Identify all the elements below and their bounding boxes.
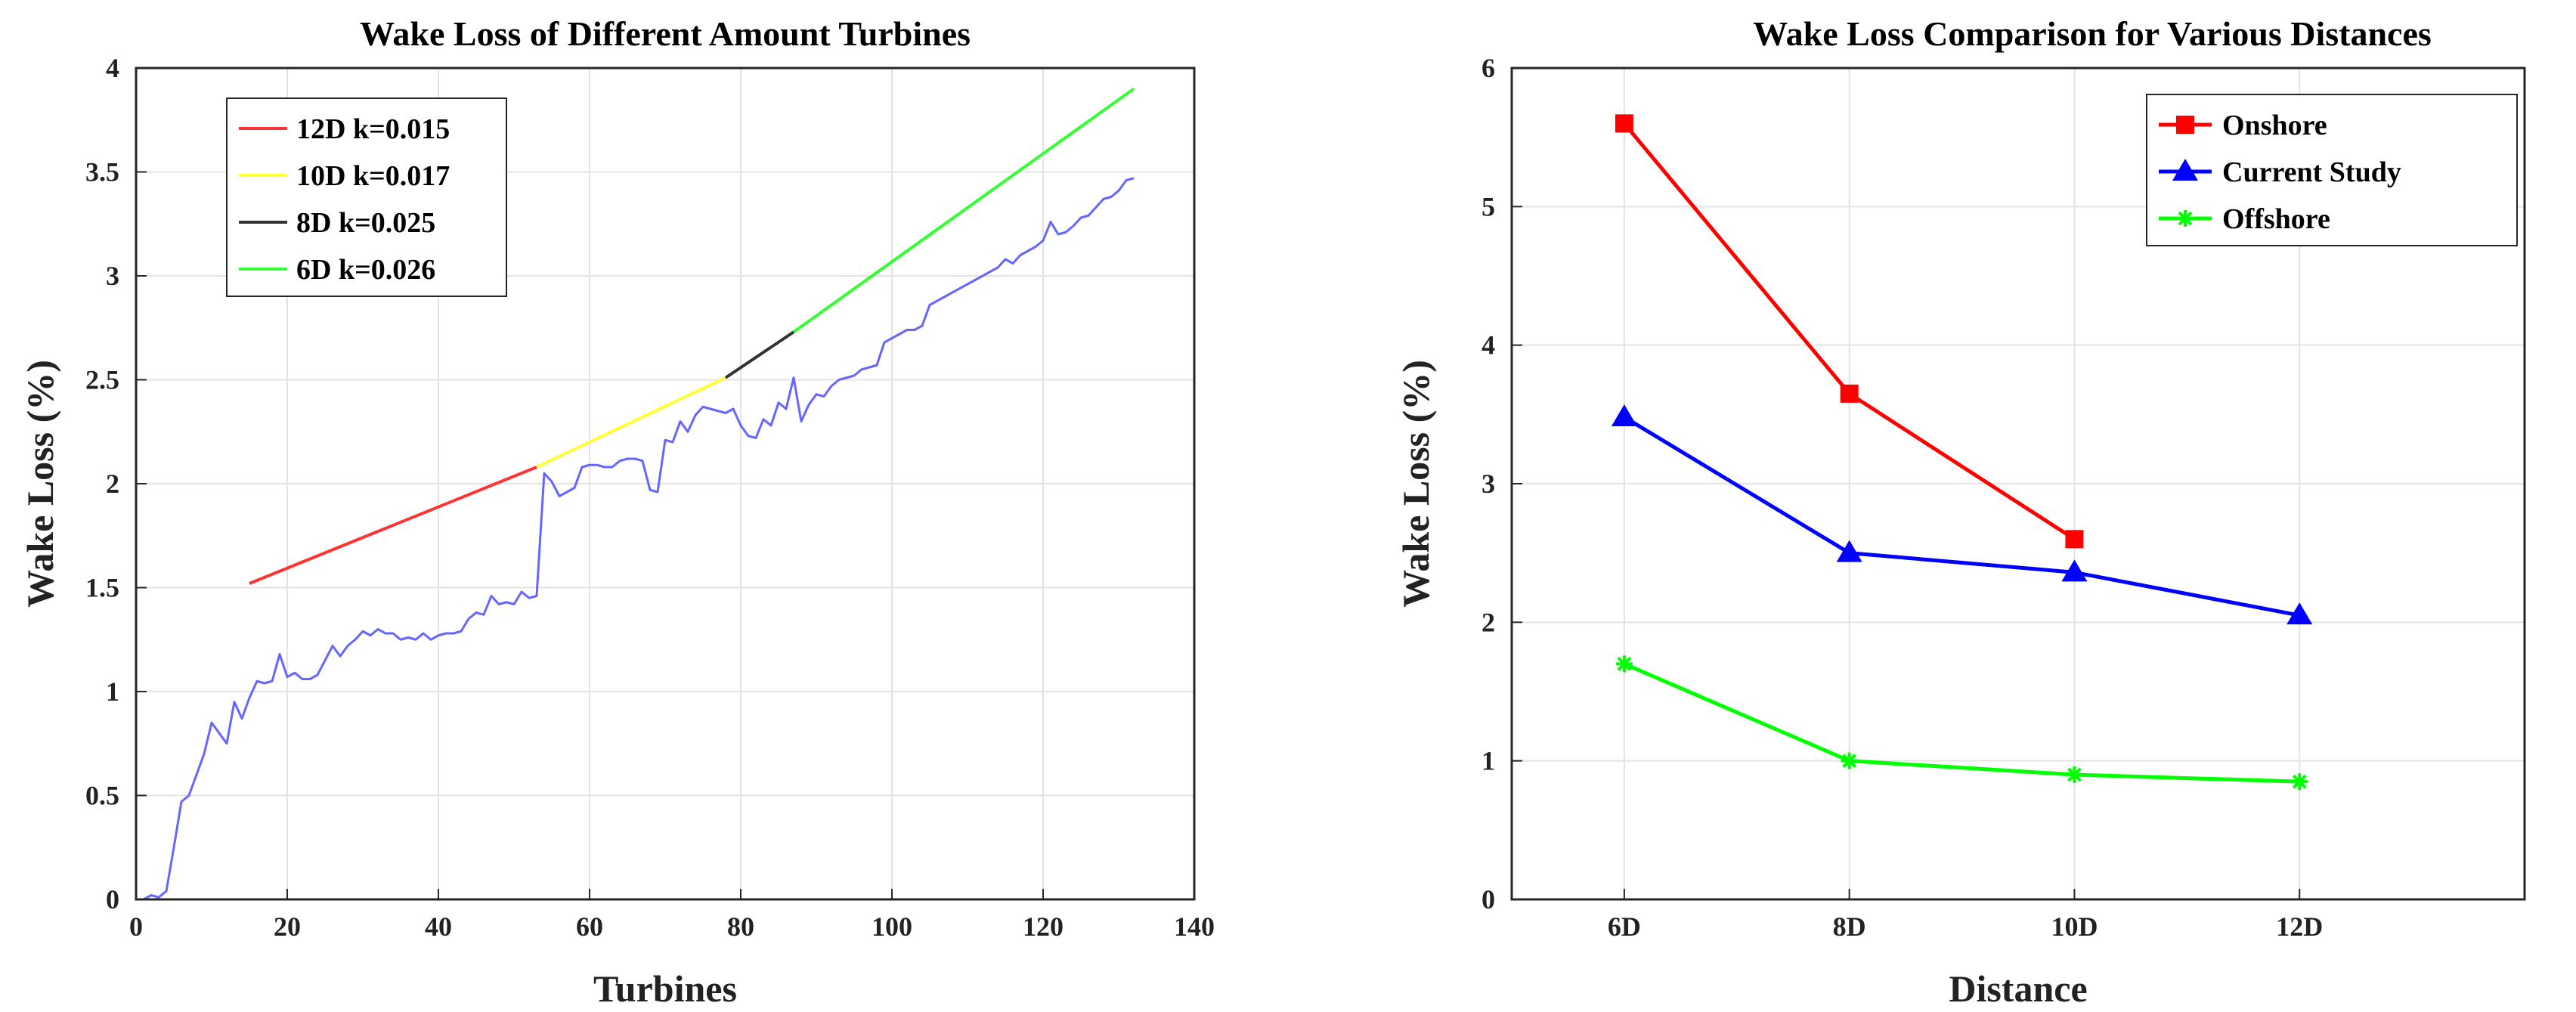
chart2-series-line-offshore	[1623, 662, 2300, 784]
chart1-x-tick-label: 140	[1174, 911, 1215, 942]
chart2-legend-label: Current Study	[2222, 156, 2401, 188]
chart2-point-offshore	[2291, 773, 2308, 791]
chart2-legend-marker	[2177, 210, 2194, 227]
chart1-x-tick-label: 40	[425, 911, 452, 942]
chart1-y-tick-label: 2.5	[85, 365, 119, 395]
chart2-point-offshore	[1615, 655, 1633, 673]
chart2-point-current-study	[1836, 540, 1862, 562]
chart1-y-tick-label: 3.5	[85, 157, 119, 187]
chart1-series-line-k1	[536, 376, 726, 469]
chart1-x-tick-label: 100	[872, 911, 912, 942]
chart1-x-tick-label: 0	[129, 911, 143, 942]
chart1-ticks: 0 20 40 60 80 100 120 140 0 0.5 1 1.5 2 2.5 3 3.5 4	[85, 53, 1215, 942]
chart2-point-onshore	[1840, 384, 1859, 403]
chart1-legend: 12D k=0.015 10D k=0.017 8D k=0.025 6D k=0.0…	[226, 97, 507, 297]
chart2-y-tick-label: 2	[1482, 607, 1495, 637]
chart1-legend-label: 12D k=0.015	[296, 113, 450, 145]
chart2-point-current-study	[2287, 602, 2313, 625]
chart2-point-onshore	[1615, 114, 1633, 133]
chart2-y-tick-label: 1	[1482, 746, 1495, 776]
chart1-y-tick-label: 0.5	[85, 781, 119, 811]
chart2-y-axis-label: Wake Loss (%)	[1395, 360, 1437, 608]
chart2-y-tick-label: 0	[1482, 884, 1495, 915]
chart2-point-current-study	[2061, 559, 2088, 582]
chart1-series-group	[143, 87, 1135, 901]
chart1-x-axis-label: Turbines	[593, 967, 737, 1010]
chart1-y-tick-label: 0	[106, 884, 119, 915]
chart1-y-tick-label: 2	[106, 469, 119, 499]
chart2-legend-marker	[2172, 159, 2198, 181]
chart2-series-line-current-study	[1623, 415, 2300, 617]
chart1-series-line-simulated	[143, 177, 1135, 901]
chart2-point-onshore	[2065, 530, 2084, 549]
chart2-title: Wake Loss Comparison for Various Distanc…	[1753, 14, 2432, 53]
chart1-legend-label: 8D k=0.025	[296, 207, 435, 239]
chart1-legend-label: 6D k=0.026	[296, 254, 435, 286]
chart1-x-tick-label: 60	[576, 911, 603, 942]
chart1-legend-box	[226, 97, 507, 297]
chart1-legend-label: 10D k=0.017	[296, 160, 450, 192]
chart2-legend: Onshore Current Study Offshore	[2146, 94, 2518, 246]
chart1-x-tick-label: 120	[1023, 911, 1064, 942]
chart2-x-tick-label: 6D	[1608, 911, 1641, 942]
chart1-series-line-k2	[724, 330, 795, 379]
chart-wake-loss-turbines: Wake Loss of Different Amount Turbines 0…	[19, 14, 1215, 1010]
chart1-title: Wake Loss of Different Amount Turbines	[360, 14, 971, 53]
chart1-y-tick-label: 1.5	[85, 573, 119, 603]
chart2-x-axis-label: Distance	[1949, 967, 2087, 1010]
chart2-y-tick-label: 3	[1482, 469, 1495, 499]
chart1-x-tick-label: 80	[727, 911, 754, 942]
chart1-series-line-k0	[249, 466, 537, 585]
chart2-x-tick-label: 12D	[2276, 911, 2323, 942]
chart2-y-tick-label: 5	[1482, 191, 1495, 221]
chart2-ticks: 0 1 2 3 4 5 6 6D 8D 10D 12D	[1482, 53, 2323, 942]
chart2-x-tick-label: 8D	[1833, 911, 1866, 942]
chart1-y-tick-label: 1	[106, 676, 119, 707]
chart2-y-tick-label: 6	[1482, 53, 1495, 83]
chart2-point-current-study	[1611, 404, 1637, 426]
chart1-y-tick-label: 3	[106, 261, 119, 291]
chart2-y-tick-label: 4	[1482, 330, 1495, 361]
chart2-series-group	[1611, 114, 2313, 791]
chart2-legend-label: Onshore	[2222, 110, 2327, 141]
chart1-y-axis-label: Wake Loss (%)	[19, 360, 61, 608]
chart-wake-loss-distances: Wake Loss Comparison for Various Distanc…	[1395, 14, 2526, 1010]
chart1-y-tick-label: 4	[106, 53, 119, 83]
chart2-point-offshore	[1841, 752, 1858, 769]
chart2-legend-marker	[2176, 116, 2194, 134]
chart1-series-line-k3	[792, 87, 1135, 333]
chart2-x-tick-label: 10D	[2051, 911, 2098, 942]
chart2-legend-label: Offshore	[2222, 203, 2330, 235]
chart1-x-tick-label: 20	[274, 911, 301, 942]
chart2-point-offshore	[2066, 766, 2083, 783]
